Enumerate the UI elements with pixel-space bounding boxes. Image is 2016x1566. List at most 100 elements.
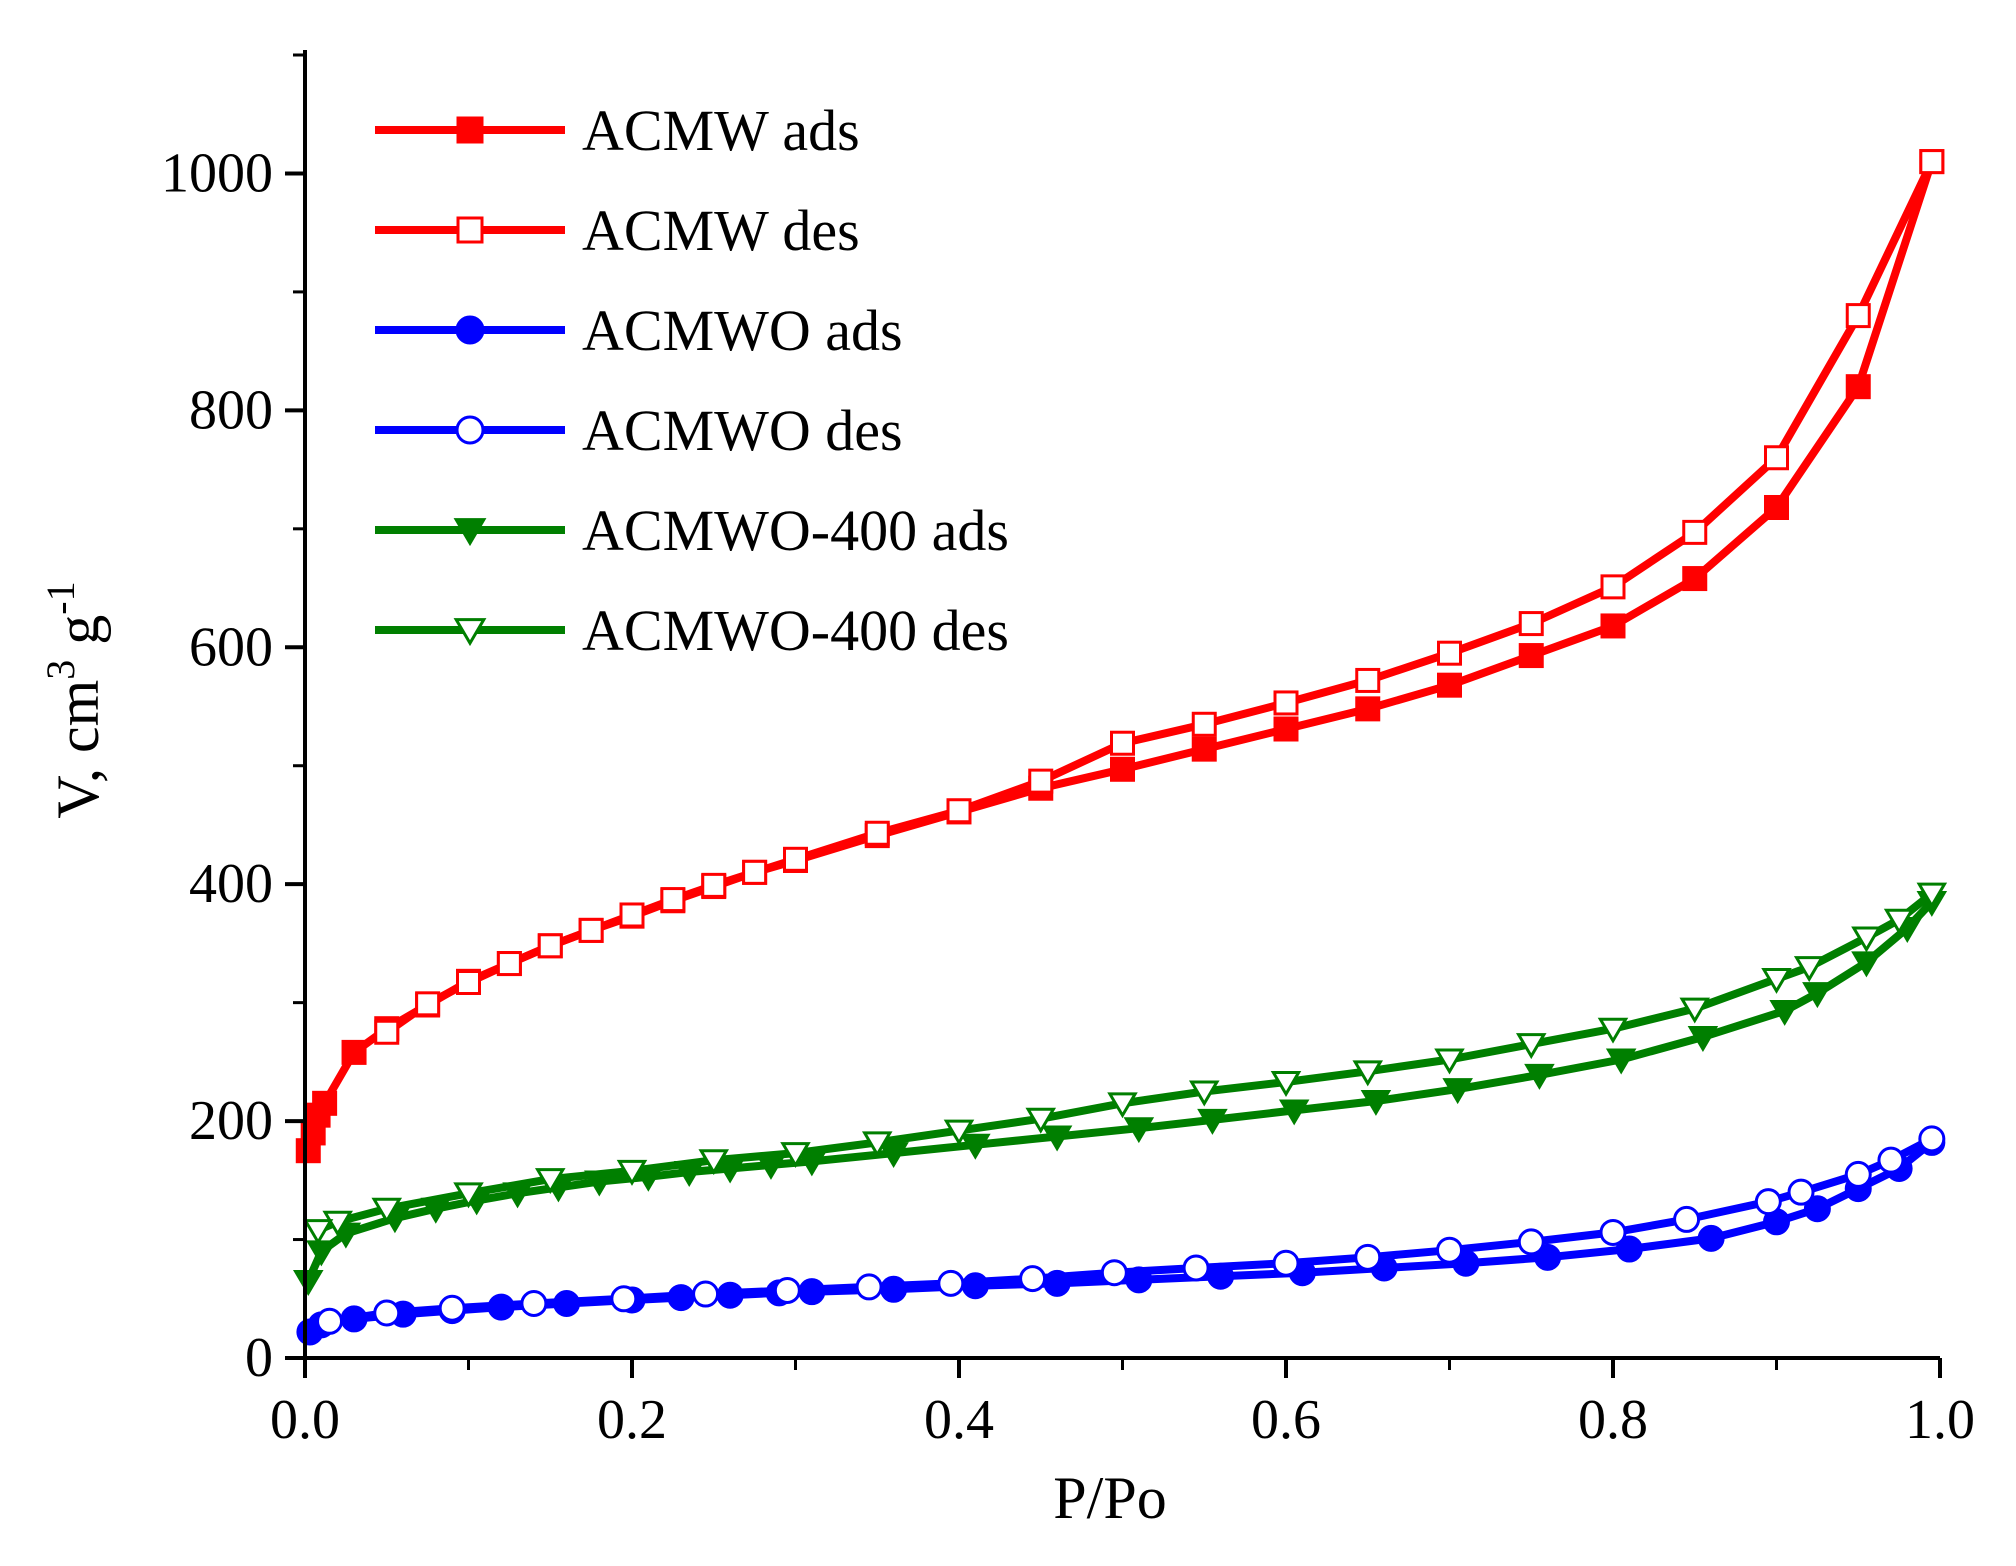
data-point [946,798,972,824]
legend-swatch-marker [453,618,487,647]
data-point [292,1270,324,1296]
series-acmw-des [374,149,1945,1045]
data-point [1100,1259,1128,1287]
data-point [1437,672,1462,698]
legend-swatch-marker [453,518,487,547]
data-point [1845,303,1871,329]
data-point [534,1168,566,1195]
legend-label: ACMWO des [582,398,903,463]
data-point [1354,1243,1382,1271]
y-axis-title-mid: g [45,615,111,660]
data-point [374,1019,400,1045]
data-point [1110,730,1135,756]
data-point [616,1159,648,1186]
data-point [1599,1218,1627,1246]
data-point [1845,374,1871,400]
data-point [692,1280,720,1308]
y-tick-label: 600 [189,616,273,678]
data-point [415,991,441,1017]
y-tick-label: 0 [245,1327,273,1389]
legend-item: ACMWO-400 ads [375,498,1009,563]
data-point [1682,519,1708,545]
legend-item: ACMWO des [375,398,903,463]
x-tick-label: 0.0 [270,1389,340,1451]
data-point [1191,736,1217,762]
data-point [1679,997,1711,1024]
legend-swatch-marker [456,116,484,144]
data-point [373,1299,401,1327]
data-point [698,1149,730,1176]
data-point [943,1119,975,1146]
data-point [322,1210,353,1237]
data-point [1597,1017,1629,1044]
series-acmwo-ads [296,1128,1946,1346]
y-axis-title-main: V, cm [45,680,111,819]
y-axis-title-sup2: -1 [38,581,83,614]
data-point [1355,667,1381,693]
data-point [1517,1228,1545,1256]
legend-item: ACMWO ads [375,298,903,363]
data-point [1803,1195,1831,1223]
data-point [1188,1080,1220,1107]
data-point [861,1131,893,1158]
data-point [1278,1099,1310,1126]
data-point [1687,1026,1719,1052]
legend-item: ACMW ads [375,98,860,163]
data-point [1844,1160,1872,1188]
y-tick-label: 1000 [161,142,273,204]
data-point [1615,1235,1643,1263]
data-point [1272,1249,1300,1277]
data-point [1764,494,1789,520]
legend-label: ACMWO ads [582,298,903,363]
x-tick-label: 0.2 [597,1389,667,1451]
data-point [1355,696,1381,722]
series-acmwo-400-des [302,882,1948,1246]
legend-label: ACMWO-400 des [582,598,1009,663]
legend-item: ACMWO-400 des [375,598,1009,663]
data-point [701,872,727,898]
data-point [1764,445,1789,471]
data-point [302,1219,334,1246]
legend-swatch-marker [456,216,484,244]
series-acmwo-des [316,1125,1946,1335]
data-point [1436,1236,1463,1264]
data-point [1802,982,1833,1009]
data-point [1434,1048,1465,1075]
data-point [773,1276,801,1304]
data-point [937,1269,965,1297]
data-point [578,917,604,943]
data-point [1769,999,1800,1026]
data-point [660,887,686,913]
series-layer [292,149,1948,1346]
data-point [1028,768,1054,794]
data-point [1273,690,1299,716]
data-point [1515,1033,1547,1060]
data-point [1919,149,1945,175]
legend-label: ACMWO-400 ads [582,498,1009,563]
legend: ACMW ads ACMW des ACMWO ads ACMWO des ACMWO-… [375,98,1009,663]
data-point [1270,1071,1302,1097]
legend-swatch-marker [455,315,485,345]
data-point [341,1039,367,1065]
y-tick-label: 800 [189,379,273,441]
data-point [1352,1060,1384,1087]
data-point [496,951,522,977]
data-point [1041,1125,1073,1152]
series-line [384,159,1936,1036]
data-point [1518,643,1544,669]
data-point [1360,1089,1392,1116]
data-point [855,1273,883,1301]
data-point [306,1240,337,1267]
tick-layer: 0.0 0.2 0.4 0.6 0.8 1.0 0 200 400 600 800 1000 [161,53,1975,1451]
data-point [1518,611,1544,637]
data-point [1883,908,1915,935]
data-point [1025,1107,1057,1134]
legend-swatch-marker [455,415,485,445]
data-point [1197,1108,1228,1135]
data-point [1191,711,1217,737]
data-point [1918,1125,1946,1153]
data-point [1877,1146,1905,1174]
data-point [1851,951,1882,978]
data-point [537,933,563,959]
